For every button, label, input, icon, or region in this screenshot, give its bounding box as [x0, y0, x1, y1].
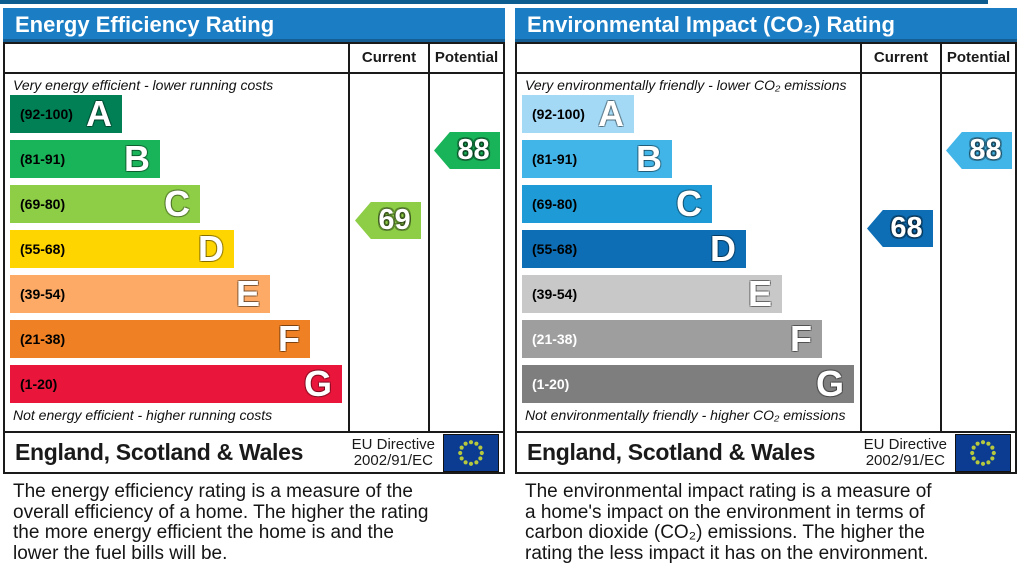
environmental-impact-title: Environmental Impact (CO₂) Rating: [515, 8, 1017, 42]
potential-rating-value: 88: [969, 134, 1002, 166]
panel-footer: England, Scotland & Wales EU Directive 2…: [517, 431, 1015, 472]
band-range: (39-54): [20, 286, 66, 302]
band-range: (1-20): [532, 376, 570, 392]
environmental-impact-panel: Environmental Impact (CO₂) Rating Curren…: [515, 8, 1017, 564]
band-range: (81-91): [532, 151, 578, 167]
band-letter: B: [124, 138, 150, 179]
potential-column-header: Potential: [946, 49, 1011, 66]
band-e: (39-54) E: [10, 273, 270, 314]
current-column-header: Current: [873, 49, 929, 66]
band-letter: D: [198, 228, 224, 269]
environmental-impact-description: The environmental impact rating is a mea…: [525, 481, 977, 564]
band-letter: D: [710, 228, 736, 269]
energy-efficiency-chart-box: Current Potential Very energy efficient …: [3, 42, 505, 474]
band-letter: B: [636, 138, 662, 179]
potential-rating-value: 88: [457, 134, 490, 166]
band-range: (55-68): [532, 241, 578, 257]
eu-directive-line2: 2002/91/EC: [353, 451, 433, 469]
current-rating-arrow: 68: [867, 210, 933, 247]
eu-flag-icon: [955, 433, 1011, 472]
band-a: (92-100) A: [522, 93, 634, 134]
top-caption: Very environmentally friendly - lower CO…: [525, 77, 847, 93]
rating-panels: Energy Efficiency Rating Current Potenti…: [3, 8, 1017, 564]
current-column-divider: [348, 44, 350, 433]
band-f: (21-38) F: [10, 318, 310, 359]
band-g: (1-20) G: [10, 363, 342, 404]
band-b: (81-91) B: [10, 138, 160, 179]
band-range: (69-80): [532, 196, 578, 212]
band-range: (69-80): [20, 196, 66, 212]
band-range: (81-91): [20, 151, 66, 167]
band-range: (92-100): [20, 106, 73, 122]
band-letter: E: [235, 273, 260, 314]
band-letter: F: [278, 318, 300, 359]
description-line: the more energy efficient the home is an…: [13, 522, 394, 543]
description-line: The energy efficiency rating is a measur…: [13, 481, 413, 502]
band-c: (69-80) C: [10, 183, 200, 224]
current-column-divider: [860, 44, 862, 433]
band-range: (21-38): [532, 331, 578, 347]
band-letter: F: [790, 318, 812, 359]
eu-directive-label: EU Directive 2002/91/EC: [863, 435, 947, 469]
band-range: (1-20): [20, 376, 58, 392]
eu-directive-line1: EU Directive: [863, 435, 947, 453]
bottom-caption: Not energy efficient - higher running co…: [13, 407, 273, 423]
region-label: England, Scotland & Wales: [527, 439, 816, 465]
band-d: (55-68) D: [522, 228, 746, 269]
bottom-caption: Not environmentally friendly - higher CO…: [525, 407, 846, 423]
band-letter: G: [815, 363, 844, 404]
eu-directive-line1: EU Directive: [351, 435, 435, 453]
potential-rating-arrow: 88: [946, 132, 1012, 169]
band-letter: C: [164, 183, 190, 224]
eu-directive-line2: 2002/91/EC: [865, 451, 945, 469]
description-line: rating the less impact it has on the env…: [525, 542, 929, 564]
region-label: England, Scotland & Wales: [15, 439, 304, 465]
potential-rating-arrow: 88: [434, 132, 500, 169]
column-header-divider: [5, 72, 503, 74]
current-rating-value: 69: [378, 204, 411, 236]
band-b: (81-91) B: [522, 138, 672, 179]
environmental-impact-chart-box: Current Potential Very environmentally f…: [515, 42, 1017, 474]
current-rating-value: 68: [890, 212, 923, 244]
environmental-impact-bands: Very environmentally friendly - lower CO…: [517, 74, 860, 431]
band-e: (39-54) E: [522, 273, 782, 314]
band-range: (21-38): [20, 331, 66, 347]
description-line: The environmental impact rating is a mea…: [525, 481, 932, 502]
eu-flag-icon: [443, 433, 499, 472]
band-range: (39-54): [532, 286, 578, 302]
current-rating-arrow: 69: [355, 202, 421, 239]
band-letter: C: [676, 183, 702, 224]
top-accent-strip: [0, 0, 988, 4]
current-column-header: Current: [361, 49, 417, 66]
band-range: (92-100): [532, 106, 585, 122]
band-a: (92-100) A: [10, 93, 122, 134]
band-f: (21-38) F: [522, 318, 822, 359]
potential-column-divider: [428, 44, 430, 433]
energy-efficiency-title: Energy Efficiency Rating: [3, 8, 505, 42]
band-d: (55-68) D: [10, 228, 234, 269]
band-c: (69-80) C: [522, 183, 712, 224]
description-line: overall efficiency of a home. The higher…: [13, 501, 429, 523]
top-caption: Very energy efficient - lower running co…: [13, 77, 274, 93]
column-header-divider: [517, 72, 1015, 74]
band-letter: G: [303, 363, 332, 404]
description-line: lower the fuel bills will be.: [13, 542, 228, 564]
eu-directive-label: EU Directive 2002/91/EC: [351, 435, 435, 469]
band-letter: A: [598, 93, 624, 134]
band-g: (1-20) G: [522, 363, 854, 404]
energy-efficiency-description: The energy efficiency rating is a measur…: [13, 481, 465, 564]
band-range: (55-68): [20, 241, 66, 257]
panel-footer: England, Scotland & Wales EU Directive 2…: [5, 431, 503, 472]
band-letter: E: [747, 273, 772, 314]
description-line: carbon dioxide (CO₂) emissions. The high…: [525, 522, 925, 543]
energy-efficiency-panel: Energy Efficiency Rating Current Potenti…: [3, 8, 505, 564]
potential-column-header: Potential: [434, 49, 499, 66]
potential-column-divider: [940, 44, 942, 433]
energy-efficiency-bands: Very energy efficient - lower running co…: [5, 74, 348, 431]
band-letter: A: [86, 93, 112, 134]
description-line: a home's impact on the environment in te…: [525, 501, 925, 523]
